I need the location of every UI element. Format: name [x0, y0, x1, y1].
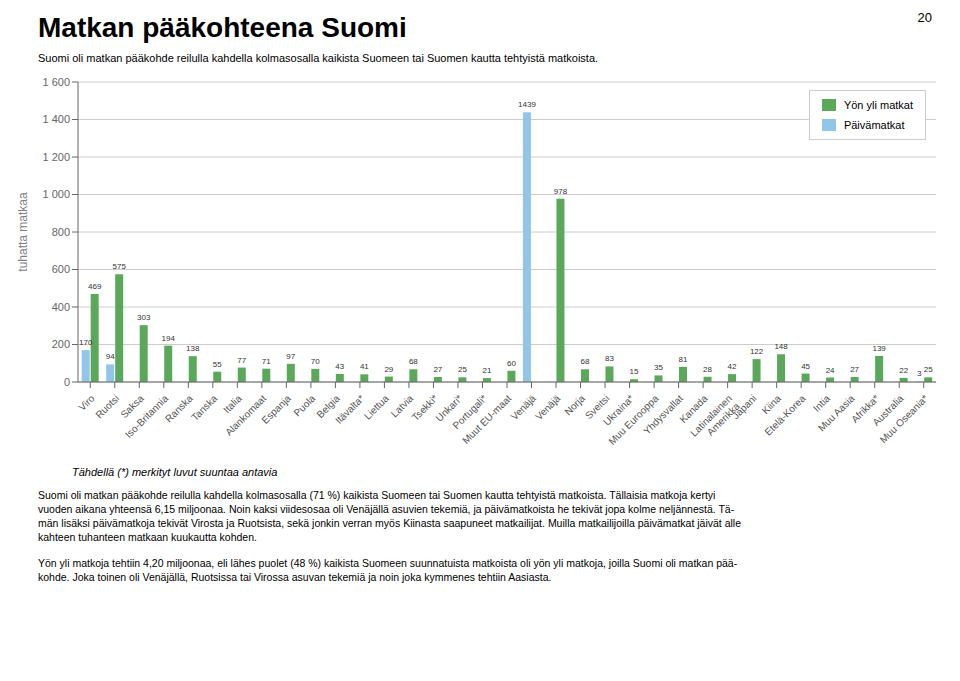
svg-text:469: 469: [88, 282, 102, 291]
svg-text:Portugali*: Portugali*: [450, 392, 489, 432]
svg-text:15: 15: [630, 367, 639, 376]
svg-text:Muu Aasia: Muu Aasia: [816, 392, 857, 433]
svg-text:Liettua: Liettua: [362, 392, 391, 421]
svg-text:194: 194: [162, 334, 176, 343]
svg-text:600: 600: [52, 263, 70, 275]
svg-text:Iso-Britannia: Iso-Britannia: [122, 392, 171, 441]
svg-text:Australia: Australia: [870, 392, 906, 428]
svg-text:45: 45: [801, 362, 810, 371]
svg-text:60: 60: [507, 359, 516, 368]
svg-text:200: 200: [52, 338, 70, 350]
svg-text:Japani: Japani: [730, 393, 759, 422]
svg-text:Norja: Norja: [562, 392, 587, 418]
svg-text:122: 122: [750, 347, 764, 356]
svg-text:70: 70: [311, 357, 320, 366]
svg-text:Kanada: Kanada: [677, 392, 710, 425]
svg-text:Tanska: Tanska: [189, 392, 219, 422]
svg-text:94: 94: [106, 352, 115, 361]
svg-text:81: 81: [679, 355, 688, 364]
svg-text:Alankomaat: Alankomaat: [223, 392, 269, 438]
svg-text:Viro: Viro: [76, 392, 97, 413]
svg-text:Ruotsi: Ruotsi: [93, 393, 121, 421]
svg-text:Muu Eurooppa: Muu Eurooppa: [606, 392, 661, 447]
svg-text:Italia: Italia: [221, 392, 244, 416]
html-text:Suomi oli matkan pääkohde reil: Suomi oli matkan pääkohde reilulla kahde…: [38, 52, 599, 64]
svg-text:3: 3: [917, 369, 922, 378]
svg-text:29: 29: [384, 365, 393, 374]
svg-text:Muut EU-maat: Muut EU-maat: [460, 393, 514, 447]
svg-text:Intia: Intia: [811, 392, 832, 413]
svg-text:Etelä-Korea: Etelä-Korea: [762, 392, 807, 437]
svg-text:LatinalainenAmerikka: LatinalainenAmerikka: [688, 392, 742, 446]
svg-text:978: 978: [554, 187, 568, 196]
svg-text:Yhdysvallat: Yhdysvallat: [641, 392, 685, 437]
svg-text:41: 41: [360, 362, 369, 371]
svg-text:68: 68: [581, 357, 590, 366]
svg-text:170: 170: [79, 338, 93, 347]
svg-text:Ukraina*: Ukraina*: [601, 392, 636, 428]
svg-text:Itävalta*: Itävalta*: [333, 393, 366, 426]
svg-text:Latvia: Latvia: [388, 392, 416, 420]
svg-text:1439: 1439: [518, 100, 536, 109]
svg-text:Kiina: Kiina: [759, 392, 784, 417]
svg-text:Unkari*: Unkari*: [433, 392, 465, 424]
svg-text:Afrikka*: Afrikka*: [849, 392, 882, 425]
svg-text:24: 24: [826, 366, 835, 375]
svg-text:42: 42: [728, 362, 737, 371]
svg-text:148: 148: [774, 342, 788, 351]
svg-text:Venäjä: Venäjä: [533, 392, 563, 422]
svg-text:575: 575: [113, 262, 127, 271]
svg-text:25: 25: [458, 365, 467, 374]
svg-text:55: 55: [213, 360, 222, 369]
svg-text:139: 139: [872, 344, 886, 353]
svg-text:68: 68: [409, 357, 418, 366]
svg-text:77: 77: [237, 356, 246, 365]
svg-text:Ranska: Ranska: [163, 392, 195, 424]
svg-text:1 000: 1 000: [42, 188, 70, 200]
html-text:20: 20: [917, 10, 932, 25]
svg-text:35: 35: [654, 363, 663, 372]
svg-text:1 600: 1 600: [42, 76, 70, 88]
svg-text:0: 0: [64, 376, 70, 388]
svg-text:22: 22: [899, 366, 908, 375]
svg-text:25: 25: [924, 365, 933, 374]
svg-text:27: 27: [850, 365, 859, 374]
svg-text:71: 71: [262, 357, 271, 366]
svg-text:800: 800: [52, 226, 70, 238]
svg-text:400: 400: [52, 301, 70, 313]
svg-text:Saksa: Saksa: [118, 392, 146, 421]
html-text:Yön yli matkat: Yön yli matkat: [843, 99, 913, 111]
svg-text:303: 303: [137, 313, 151, 322]
svg-text:Puola: Puola: [291, 392, 317, 418]
svg-text:83: 83: [605, 354, 614, 363]
html-text:Tähdellä (*) merkityt luvut su: Tähdellä (*) merkityt luvut suuntaa anta…: [72, 466, 278, 478]
svg-text:97: 97: [286, 352, 295, 361]
html-text:Suomi oli matkan pääkohde reil: Suomi oli matkan pääkohde reilulla kahde…: [38, 489, 741, 543]
svg-text:1 200: 1 200: [42, 151, 70, 163]
svg-text:Sveitsi: Sveitsi: [582, 392, 612, 422]
html-text:Matkan pääkohteena Suomi: Matkan pääkohteena Suomi: [38, 12, 407, 43]
svg-text:Tsekki*: Tsekki*: [409, 392, 440, 423]
html-text:Yön yli matkoja tehtiin 4,20 m: Yön yli matkoja tehtiin 4,20 miljoonaa, …: [38, 557, 738, 583]
svg-text:Muu Oseania*: Muu Oseania*: [878, 393, 931, 446]
svg-text:Belgia: Belgia: [314, 392, 342, 421]
svg-text:21: 21: [482, 366, 491, 375]
svg-text:138: 138: [186, 344, 200, 353]
svg-text:tuhatta matkaa: tuhatta matkaa: [16, 192, 30, 272]
html-text:Päivämatkat: Päivämatkat: [843, 119, 905, 131]
svg-text:Espanja: Espanja: [259, 392, 293, 426]
svg-text:27: 27: [433, 365, 442, 374]
svg-text:Venäjä: Venäjä: [509, 392, 539, 422]
svg-text:43: 43: [335, 362, 344, 371]
svg-text:1 400: 1 400: [42, 113, 70, 125]
svg-text:28: 28: [703, 365, 712, 374]
